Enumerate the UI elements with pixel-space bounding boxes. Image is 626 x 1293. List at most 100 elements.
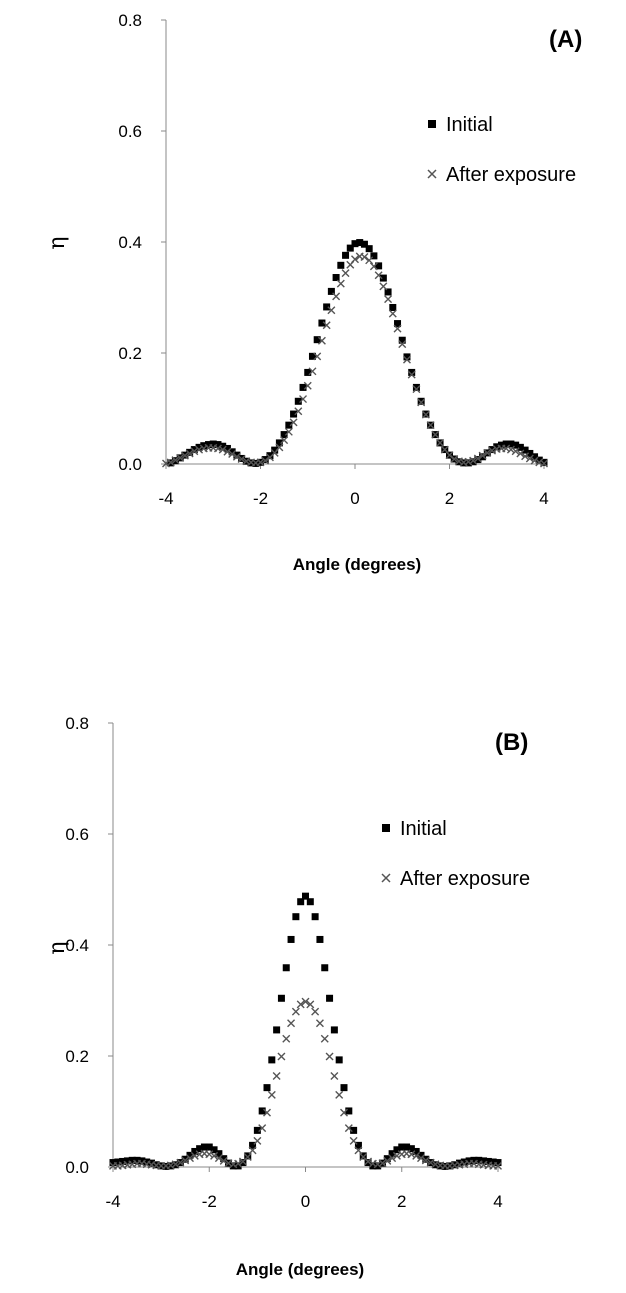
data-point-initial bbox=[394, 320, 402, 328]
data-point-after-exposure bbox=[171, 456, 180, 465]
data-point-after-exposure bbox=[166, 458, 175, 467]
data-point-initial bbox=[342, 251, 350, 259]
data-point-initial bbox=[398, 1143, 406, 1151]
data-point-initial bbox=[408, 368, 416, 376]
data-point-after-exposure bbox=[190, 447, 199, 456]
data-point-initial bbox=[287, 935, 295, 943]
data-point-after-exposure bbox=[360, 252, 369, 261]
data-point-initial bbox=[253, 1126, 261, 1134]
data-point-initial bbox=[114, 1158, 122, 1166]
data-point-after-exposure bbox=[195, 445, 204, 454]
data-point-initial bbox=[412, 1147, 420, 1155]
data-point-initial bbox=[128, 1156, 136, 1164]
data-point-initial bbox=[271, 446, 279, 454]
data-point-after-exposure bbox=[299, 395, 308, 404]
data-point-after-exposure bbox=[327, 306, 336, 315]
data-point-initial bbox=[359, 1152, 367, 1160]
x-tick-label: 2 bbox=[445, 489, 454, 508]
data-point-initial bbox=[369, 1162, 377, 1170]
data-point-after-exposure bbox=[289, 418, 298, 427]
data-point-initial bbox=[516, 443, 524, 451]
data-point-after-exposure bbox=[511, 447, 520, 456]
data-point-initial bbox=[521, 446, 529, 454]
data-point-after-exposure bbox=[349, 1136, 358, 1145]
panel-label: (A) bbox=[549, 26, 582, 53]
data-point-after-exposure bbox=[284, 427, 293, 436]
data-point-after-exposure bbox=[336, 279, 345, 288]
data-point-initial bbox=[186, 1151, 194, 1159]
series-after-exposure bbox=[109, 997, 502, 1170]
data-point-after-exposure bbox=[223, 447, 232, 456]
data-point-initial bbox=[489, 1158, 497, 1166]
data-point-initial bbox=[299, 383, 307, 391]
y-tick-label: 0.0 bbox=[65, 1158, 89, 1177]
data-point-after-exposure bbox=[219, 1156, 228, 1165]
data-point-initial bbox=[210, 1146, 218, 1154]
data-point-after-exposure bbox=[473, 454, 482, 463]
data-point-initial bbox=[316, 935, 324, 943]
data-point-initial bbox=[350, 1126, 358, 1134]
data-point-initial bbox=[321, 964, 329, 972]
data-point-initial bbox=[370, 252, 378, 260]
data-point-initial bbox=[460, 1158, 468, 1166]
data-point-initial bbox=[200, 442, 208, 450]
data-point-after-exposure bbox=[344, 1124, 353, 1133]
data-point-initial bbox=[375, 262, 383, 270]
data-point-after-exposure bbox=[256, 458, 265, 467]
data-point-after-exposure bbox=[277, 1052, 286, 1061]
data-point-initial bbox=[484, 1157, 492, 1165]
data-point-after-exposure bbox=[317, 336, 326, 345]
data-point-initial bbox=[384, 288, 392, 296]
data-point-after-exposure bbox=[181, 1156, 190, 1165]
data-point-after-exposure bbox=[261, 456, 270, 465]
data-point-initial bbox=[360, 240, 368, 248]
data-point-initial bbox=[345, 1107, 353, 1115]
data-point-initial bbox=[412, 383, 420, 391]
data-point-after-exposure bbox=[494, 1161, 502, 1170]
data-point-after-exposure bbox=[287, 1019, 296, 1028]
data-point-initial bbox=[195, 443, 203, 451]
data-point-initial bbox=[228, 448, 236, 456]
data-point-after-exposure bbox=[280, 436, 289, 445]
data-point-after-exposure bbox=[294, 407, 303, 416]
data-point-initial bbox=[340, 1084, 348, 1092]
data-point-initial bbox=[407, 1145, 415, 1153]
data-point-after-exposure bbox=[341, 269, 350, 278]
data-point-after-exposure bbox=[335, 1090, 344, 1099]
data-point-initial bbox=[294, 397, 302, 405]
data-point-initial bbox=[261, 456, 269, 464]
data-point-after-exposure bbox=[540, 459, 548, 468]
data-point-initial bbox=[502, 440, 510, 448]
data-point-after-exposure bbox=[322, 321, 331, 330]
data-point-initial bbox=[337, 261, 345, 269]
data-point-after-exposure bbox=[388, 1154, 397, 1163]
data-point-initial bbox=[383, 1155, 391, 1163]
y-tick-label: 0.8 bbox=[118, 11, 142, 30]
data-point-after-exposure bbox=[258, 1124, 267, 1133]
data-point-after-exposure bbox=[213, 444, 222, 453]
x-axis-title: Angle (degrees) bbox=[236, 1260, 364, 1279]
data-point-after-exposure bbox=[383, 1156, 392, 1165]
data-point-after-exposure bbox=[291, 1007, 300, 1016]
data-point-initial bbox=[263, 1084, 271, 1092]
data-point-after-exposure bbox=[332, 292, 341, 301]
data-point-after-exposure bbox=[315, 1019, 324, 1028]
data-point-initial bbox=[475, 1156, 483, 1164]
data-point-initial bbox=[417, 1151, 425, 1159]
data-point-initial bbox=[244, 1152, 252, 1160]
x-tick-label: 0 bbox=[350, 489, 359, 508]
data-point-initial bbox=[389, 303, 397, 311]
chart-panel-b: (B) Angle (degrees) η 0.0 0.2 0.4 0.6 0.8 -4 -… bbox=[45, 714, 530, 1279]
y-tick-label: 0.4 bbox=[65, 936, 89, 955]
data-point-after-exposure bbox=[426, 1158, 435, 1167]
data-point-initial bbox=[311, 913, 319, 921]
y-tick-label: 0.6 bbox=[65, 825, 89, 844]
data-point-after-exposure bbox=[180, 451, 189, 460]
y-axis-title: η bbox=[45, 941, 70, 954]
data-point-initial bbox=[200, 1143, 208, 1151]
data-point-initial bbox=[354, 1141, 362, 1149]
data-point-after-exposure bbox=[186, 1154, 194, 1163]
data-point-after-exposure bbox=[232, 452, 241, 461]
legend-marker-initial bbox=[428, 120, 436, 128]
data-point-initial bbox=[327, 287, 335, 295]
